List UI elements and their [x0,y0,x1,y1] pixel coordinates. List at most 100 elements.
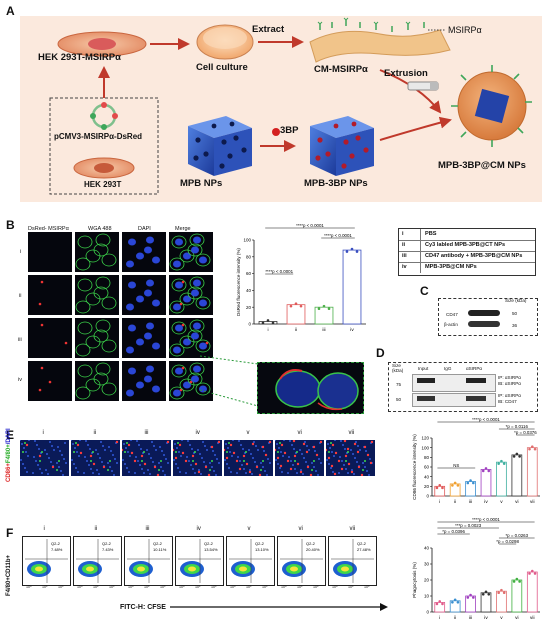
final-nanoparticle [451,65,532,147]
q2-value: 20.40% [306,547,320,552]
e-tile-2 [71,440,120,476]
f-col-label-5: v [247,526,251,532]
bar-iv [480,592,492,613]
y-tick-label: 60 [424,465,430,470]
q2-value: 10.11% [153,547,167,552]
point-vii [528,572,531,575]
point-vi [518,455,521,458]
membrane-label: CM-MSIRPα [314,64,368,75]
f-flow-plot-7: Q2-2 27.48% [328,536,377,586]
d-ip-label-3: IP: αSIRPα [498,393,521,398]
extrusion-label: Extrusion [384,68,428,79]
extrusion-tube [407,81,439,91]
f-tick-label: 10⁶ [109,585,115,589]
q2-label: Q2-2 [153,541,163,546]
x-tick-label: i [439,615,440,621]
point-vii [528,447,531,451]
significance-label: ****p < 0.0001 [324,233,352,238]
e-ylabel-cd86: CD86 [6,466,12,482]
mpb-3bp-label: MPB-3BP NPs [304,178,368,189]
f-tick-label: 10⁵ [297,585,303,589]
f-tick-label: 10⁵ [246,585,252,589]
d-lane-igg: IgG [444,366,452,371]
f-col-label-6: vi [298,526,303,532]
y-tick-label: 0 [426,610,429,615]
plasmid-label: pCMV3-MSIRPα-DsRed [54,132,143,141]
b-col-header-2: WGA 488 [88,226,112,232]
x-tick-label: vi [515,615,518,621]
b-legend-table: i PBS ii Cy3 labled MPB-3PB@CT NPs iii CD47… [398,228,536,276]
b-legend-row-2: ii Cy3 labled MPB-3PB@CT NPs [399,240,535,252]
d-ip-label-2: IB: αSIRPα [498,381,521,386]
f-tick-label: 10⁴ [179,585,185,589]
f-flow-plot-2: Q2-2 7.43% [73,536,122,586]
e-tile-6 [275,440,324,476]
f-tick-label: 10⁶ [160,585,166,589]
bar-ii [286,304,306,325]
point-v [500,588,503,592]
e-col-label-7: vii [348,430,355,436]
point-iv [481,469,485,473]
b-tile-r1-c4 [169,232,213,272]
q2-value: 27.48% [357,547,371,552]
c-marker-36: 36 [512,323,518,328]
f-tick-label: 10⁵ [93,585,99,589]
f-tick-label: 10⁵ [42,585,48,589]
f-col-label-3: iii [145,526,150,532]
c-band-cd47 [468,310,500,316]
f-flow-plot-1: Q2-2 7.48% [22,536,71,586]
c-blot-box [438,298,538,336]
b-tile-r1-c1 [28,232,72,272]
b-row-label-3: iii [18,337,22,343]
point-i [435,486,439,490]
point-iii [469,593,472,597]
panel-b-letter: B [6,218,15,232]
q2-value: 7.48% [51,547,63,552]
c-marker-50: 50 [512,311,518,316]
b-row-label-4: iv [18,377,22,383]
culture-dish [196,24,254,60]
point-i [441,602,444,606]
y-tick-label: 100 [421,445,429,450]
b-col-header-4: Merge [175,226,191,232]
x-tick-label: vi [515,499,518,505]
point-i [261,321,265,325]
3bp-dot [272,128,280,136]
f-tick-label: 10⁴ [128,585,134,589]
point-ii [289,304,293,308]
bar-iv [342,249,362,325]
q2-label: Q2-2 [306,541,316,546]
b-zoom-inset [257,362,364,414]
y-tick-label: 20 [424,578,430,583]
point-vi [512,580,516,583]
point-ii [451,601,454,604]
flow-population-peak [188,566,196,572]
e-ylabel-plus-2: + [6,444,12,448]
q2-value: 7.43% [102,547,114,552]
b-tile-r1-c2 [75,232,119,272]
point-iv [350,247,354,251]
significance-label: ***p = 0.0023 [455,523,482,528]
x-tick-label: i [267,327,268,333]
hek293t-label: HEK 293T [84,180,122,189]
point-i [435,602,439,606]
f-tick-label: 10⁴ [230,585,236,589]
point-iii [327,307,331,310]
b-tile-r3-c2 [75,318,119,358]
e-tile-3 [122,440,171,476]
d-band-1 [417,378,435,383]
e-tile-4 [173,440,222,476]
point-v [502,462,506,465]
f-flow-plot-5: Q2-2 13.10% [226,536,275,586]
f-col-label-4: iv [196,526,201,532]
x-tick-label: iv [484,615,488,621]
f-col-label-2: ii [94,526,98,532]
y-tick-label: 40 [246,288,252,293]
y-tick-label: 20 [246,305,252,310]
y-axis-label: Phagocytosis (%) [412,562,417,598]
b-tile-r3-c3 [122,318,166,358]
f-tick-label: 10⁵ [195,585,201,589]
b-tile-r4-c2 [75,361,119,401]
